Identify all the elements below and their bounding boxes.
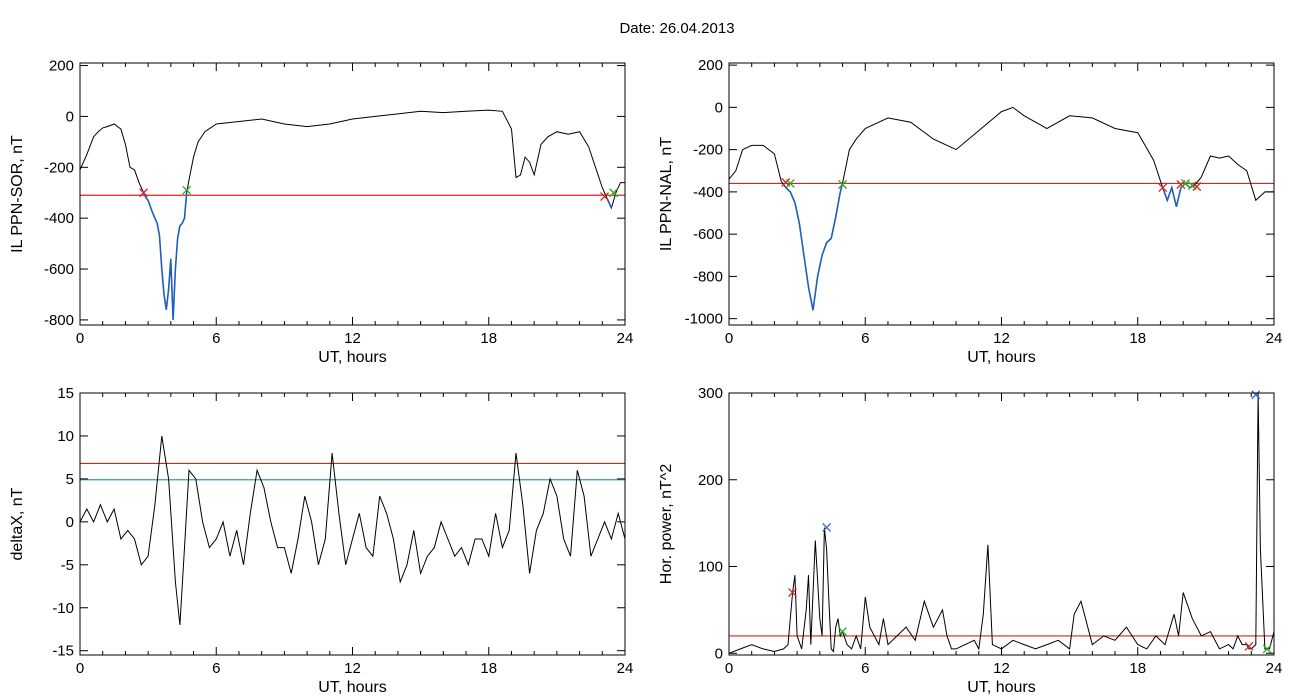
y-tick-label: 0: [715, 645, 723, 662]
y-tick-label: -600: [693, 226, 723, 243]
event-marker-2: [785, 178, 795, 188]
x-axis-label: UT, hours: [318, 349, 386, 366]
y-tick-label: 300: [698, 385, 723, 402]
y-tick-label: -400: [693, 184, 723, 201]
x-tick-label: 6: [212, 330, 220, 347]
x-tick-label: 12: [344, 660, 361, 677]
series-line-1: [79, 435, 626, 625]
y-tick-label: -400: [44, 210, 74, 227]
y-axis-label: Hor. power, nT^2: [658, 464, 675, 585]
y-tick-label: -800: [44, 312, 74, 329]
x-tick-label: 18: [1129, 660, 1146, 677]
panels: 0 6 12 18 24 200 0 -200 -400 -600 -800 UT, hours IL …: [9, 57, 1282, 696]
y-axis-label: IL PPN-SOR, nT: [9, 135, 26, 253]
x-tick-label: 0: [725, 330, 733, 347]
x-tick-label: 0: [76, 660, 84, 677]
event-marker-4: [609, 188, 619, 198]
y-tick-label: -5: [61, 557, 74, 574]
y-tick-label: 0: [66, 514, 74, 531]
event-marker-1: [788, 588, 798, 597]
y-tick-label: -800: [693, 268, 723, 285]
highlight-segment-1: [785, 183, 844, 311]
plot-frame: [728, 62, 1275, 326]
series-line-1: [728, 106, 1274, 311]
x-tick-label: 18: [1129, 330, 1146, 347]
y-tick-label: -600: [44, 261, 74, 278]
event-marker-8: [1192, 182, 1202, 192]
plot-frame: [79, 392, 626, 656]
event-marker-2: [822, 523, 832, 532]
event-marker-3: [838, 180, 848, 189]
series-line-1: [728, 392, 1275, 654]
y-tick-label: -200: [693, 142, 723, 159]
series-line-1: [79, 109, 625, 320]
y-tick-label: -15: [52, 643, 74, 660]
y-tick-label: 0: [66, 108, 74, 125]
plot-frame: [728, 392, 1275, 656]
y-tick-label: -1000: [685, 311, 723, 328]
x-axis-label: UT, hours: [318, 679, 386, 696]
event-marker-6: [1262, 644, 1272, 654]
x-tick-label: 0: [76, 330, 84, 347]
y-tick-label: 200: [698, 57, 723, 74]
x-tick-label: 0: [725, 660, 733, 677]
x-tick-label: 18: [480, 330, 497, 347]
x-tick-label: 12: [344, 330, 361, 347]
y-axis-label: IL PPN-NAL, nT: [658, 137, 675, 251]
y-tick-label: 200: [698, 472, 723, 489]
event-marker-4: [1158, 183, 1168, 193]
x-tick-label: 24: [617, 660, 634, 677]
event-marker-3: [600, 192, 610, 202]
figure-title: Date: 26.04.2013: [619, 20, 734, 37]
y-tick-label: 200: [49, 58, 74, 75]
event-marker-4: [1244, 641, 1254, 651]
y-tick-label: -200: [44, 159, 74, 176]
x-tick-label: 6: [861, 330, 869, 347]
y-tick-label: 0: [715, 99, 723, 116]
highlight-segment-1: [142, 192, 188, 320]
x-tick-label: 6: [212, 660, 220, 677]
x-tick-label: 12: [993, 330, 1010, 347]
event-marker-2: [182, 185, 192, 195]
y-tick-label: -10: [52, 600, 74, 617]
y-tick-label: 15: [57, 385, 74, 402]
x-axis-label: UT, hours: [967, 349, 1035, 366]
y-tick-label: 10: [57, 428, 74, 445]
plot-frame: [79, 62, 626, 326]
x-tick-label: 12: [993, 660, 1010, 677]
chart-panel-3: 0 6 12 18 24 15 10 5 0 -5 -10 -15 UT, hours deltaX, n…: [9, 385, 633, 696]
x-tick-label: 24: [617, 330, 634, 347]
event-marker-3: [838, 627, 848, 637]
event-marker-1: [139, 188, 149, 198]
x-tick-label: 24: [1266, 660, 1283, 677]
event-marker-6: [1180, 178, 1190, 188]
y-tick-label: 100: [698, 559, 723, 576]
event-marker-5: [1251, 390, 1261, 400]
chart-panel-1: 0 6 12 18 24 200 0 -200 -400 -600 -800 UT, hours IL …: [9, 58, 633, 366]
x-tick-label: 24: [1266, 330, 1283, 347]
chart-panel-2: 0 6 12 18 24 200 0 -200 -400 -600 -800 -1000 UT, hou…: [658, 57, 1282, 366]
x-tick-label: 18: [480, 660, 497, 677]
x-tick-label: 6: [861, 660, 869, 677]
chart-panel-4: 0 6 12 18 24 300 200 100 0 UT, hours Hor. power, n…: [658, 385, 1282, 696]
x-axis-label: UT, hours: [967, 679, 1035, 696]
y-tick-label: 5: [66, 471, 74, 488]
y-axis-label: deltaX, nT: [9, 487, 26, 560]
